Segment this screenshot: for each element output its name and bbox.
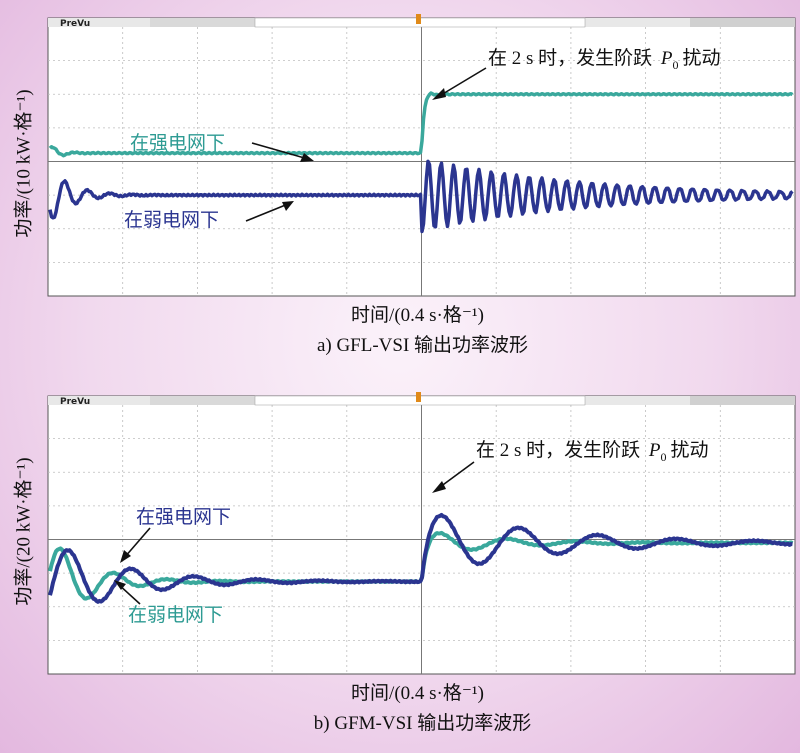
arrowhead [432, 481, 446, 493]
y-axis-label: 功率/(20 kW·格⁻¹) [13, 457, 35, 606]
strong-grid-label: 在强电网下 [130, 132, 225, 154]
x-axis-label: 时间/(0.4 s·格⁻¹) [351, 683, 484, 704]
step-annotation: 在 2 s 时，发生阶跃 P0 扰动 [476, 439, 709, 464]
arrowhead [432, 88, 446, 100]
traces [48, 91, 794, 234]
trigger-marker [416, 392, 421, 402]
panel-gfm: PreVu 在 2 s 时，发生阶跃 P0 扰动 在强电网下 在弱电网下 功率/(… [0, 378, 800, 753]
trace-weak-grid [48, 512, 793, 604]
caption: b) GFM-VSI 输出功率波形 [313, 713, 532, 734]
trigger-marker [416, 14, 421, 24]
trace-weak-grid [48, 159, 794, 234]
grid [48, 27, 795, 296]
weak-grid-label: 在弱电网下 [128, 604, 223, 626]
step-annotation: 在 2 s 时，发生阶跃 P0 扰动 [488, 47, 721, 72]
scope-bar-segment [690, 18, 795, 27]
caption: a) GFL-VSI 输出功率波形 [316, 335, 529, 356]
scope-bar-segment [150, 396, 260, 405]
strong-arrow [251, 142, 309, 160]
gfl-scope-plot: PreVu 在 2 s 时，发生阶跃 P0 扰动 在强电网下 在弱电网下 [47, 14, 796, 297]
y-axis-label: 功率/(10 kW·格⁻¹) [13, 89, 35, 238]
weak-arrow [245, 203, 289, 222]
scope-bar-segment [690, 396, 795, 405]
arrowhead [282, 201, 294, 211]
gfm-scope-plot: PreVu 在 2 s 时，发生阶跃 P0 扰动 在强电网下 在弱电网下 [47, 392, 796, 675]
trace-strong-grid [48, 91, 794, 158]
weak-grid-label: 在弱电网下 [124, 209, 219, 231]
scope-label: PreVu [60, 397, 90, 407]
panel-gfl: PreVu 在 2 s 时，发生阶跃 P0 扰动 在强电网下 在弱电网下 功率/(… [0, 0, 800, 370]
strong-grid-label: 在强电网下 [136, 506, 231, 528]
arrowhead [120, 550, 131, 563]
scope-bar-segment [150, 18, 260, 27]
arrowhead [114, 580, 126, 590]
arrowhead [300, 153, 314, 162]
strong-arrow [123, 527, 151, 559]
x-axis-label: 时间/(0.4 s·格⁻¹) [351, 305, 484, 326]
traces [48, 512, 794, 604]
scope-label: PreVu [60, 19, 90, 29]
